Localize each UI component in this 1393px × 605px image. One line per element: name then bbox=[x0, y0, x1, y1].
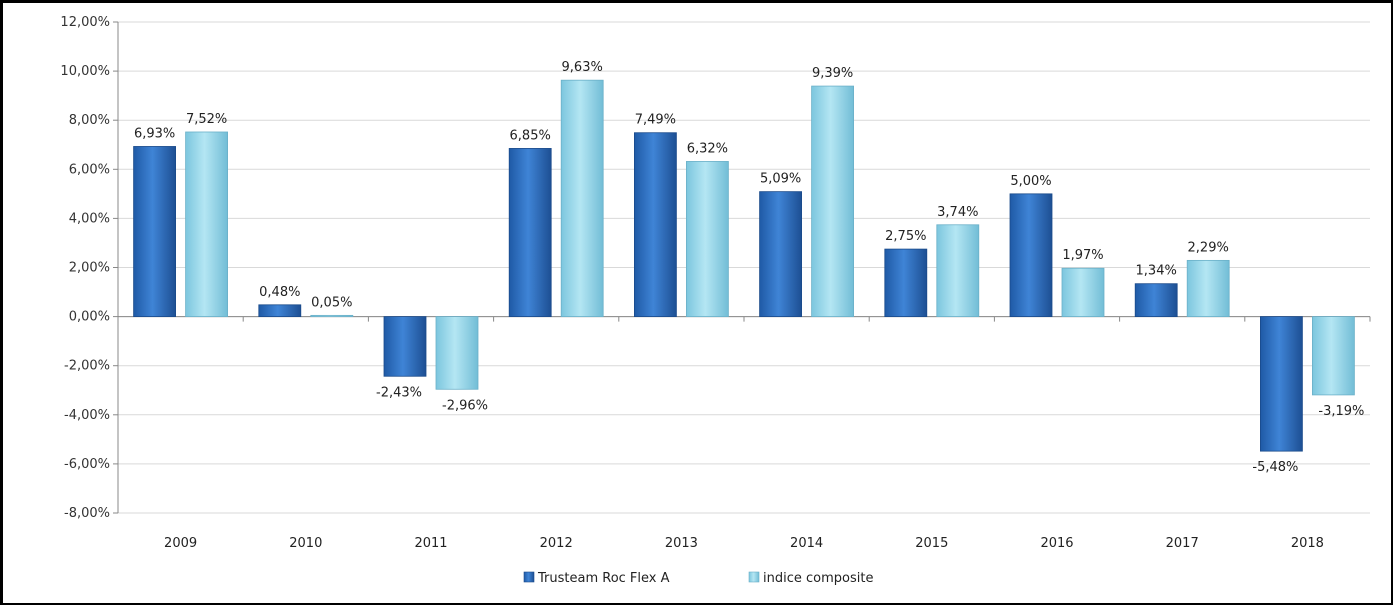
bar-trusteam-2014 bbox=[759, 191, 802, 318]
y-tick-label: 10,00% bbox=[60, 64, 110, 79]
bar-trusteam-2015 bbox=[884, 248, 928, 317]
x-tick-label: 2018 bbox=[1291, 536, 1324, 551]
y-tick-label: 4,00% bbox=[69, 211, 110, 226]
x-tick-label: 2016 bbox=[1040, 536, 1073, 551]
bar-indice-2012 bbox=[560, 79, 604, 318]
bar-indice-2016 bbox=[1061, 267, 1105, 318]
data-label: 1,34% bbox=[1136, 264, 1177, 279]
bar-trusteam-2017 bbox=[1134, 283, 1178, 318]
axes: 12,00% 10,00% 8,00% 6,00% 4,00% 2,00% 0,00% -2,… bbox=[60, 15, 1371, 551]
x-tick-label: 2009 bbox=[164, 536, 197, 551]
data-labels: 6,93% 7,52% 0,48% 0,05% -2,43% -2,96% 6,85% 9,6… bbox=[134, 60, 1364, 475]
data-label: 3,74% bbox=[937, 205, 978, 220]
y-tick-label: 2,00% bbox=[69, 261, 110, 276]
x-tick-label: 2015 bbox=[915, 536, 948, 551]
data-label: 5,00% bbox=[1010, 174, 1051, 189]
data-label: -2,96% bbox=[442, 398, 488, 413]
bar-trusteam-2011 bbox=[383, 316, 427, 377]
legend-swatch bbox=[748, 571, 760, 583]
x-tick-label: 2010 bbox=[289, 536, 322, 551]
y-tick-label: -8,00% bbox=[64, 506, 110, 521]
x-tick-label: 2011 bbox=[414, 536, 447, 551]
bar-trusteam-2012 bbox=[508, 148, 552, 317]
bar-trusteam-2013 bbox=[634, 132, 677, 318]
data-label: 1,97% bbox=[1062, 248, 1103, 263]
y-tick-label: 12,00% bbox=[60, 15, 110, 30]
bar-indice-2015 bbox=[936, 224, 980, 318]
legend-label: Trusteam Roc Flex A bbox=[537, 571, 670, 586]
bar-indice-2017 bbox=[1186, 259, 1230, 317]
y-tick-label: -2,00% bbox=[64, 359, 110, 374]
x-tick-label: 2012 bbox=[540, 536, 573, 551]
x-tick-label: 2017 bbox=[1166, 536, 1199, 551]
bar-indice-2014 bbox=[811, 85, 854, 318]
bar-trusteam-2018 bbox=[1260, 316, 1303, 452]
data-label: 6,85% bbox=[510, 128, 551, 143]
x-tick-label: 2014 bbox=[790, 536, 823, 551]
data-label: 7,52% bbox=[186, 112, 227, 127]
bar-indice-2010 bbox=[310, 314, 354, 317]
y-tick-label: -6,00% bbox=[64, 457, 110, 472]
data-label: 2,29% bbox=[1188, 240, 1229, 255]
gridlines bbox=[118, 21, 1370, 514]
data-label: 6,93% bbox=[134, 126, 175, 141]
data-label: 0,48% bbox=[259, 285, 300, 300]
y-tick-label: 8,00% bbox=[69, 113, 110, 128]
data-label: 7,49% bbox=[635, 113, 676, 128]
x-tick-label: 2013 bbox=[665, 536, 698, 551]
data-label: -3,19% bbox=[1318, 404, 1364, 419]
bar-trusteam-2010 bbox=[258, 304, 302, 318]
bar-trusteam-2009 bbox=[133, 146, 177, 318]
bar-indice-2009 bbox=[185, 131, 229, 317]
y-tick-label: -4,00% bbox=[64, 408, 110, 423]
data-label: 0,05% bbox=[311, 295, 352, 310]
data-label: -5,48% bbox=[1252, 460, 1298, 475]
data-label: -2,43% bbox=[376, 385, 422, 400]
y-tick-label: 6,00% bbox=[69, 162, 110, 177]
bars bbox=[133, 79, 1355, 452]
bar-indice-2018 bbox=[1312, 316, 1355, 396]
y-tick-label: 0,00% bbox=[69, 310, 110, 325]
legend-label: indice composite bbox=[763, 571, 873, 586]
bar-indice-2011 bbox=[435, 316, 479, 390]
bar-trusteam-2016 bbox=[1009, 193, 1053, 318]
legend: Trusteam Roc Flex A indice composite bbox=[523, 571, 873, 586]
legend-swatch bbox=[523, 571, 535, 583]
data-label: 2,75% bbox=[885, 229, 926, 244]
data-label: 6,32% bbox=[687, 141, 728, 156]
data-label: 9,63% bbox=[562, 60, 603, 75]
data-label: 9,39% bbox=[812, 66, 853, 81]
bar-indice-2013 bbox=[686, 161, 729, 318]
data-label: 5,09% bbox=[760, 172, 801, 187]
